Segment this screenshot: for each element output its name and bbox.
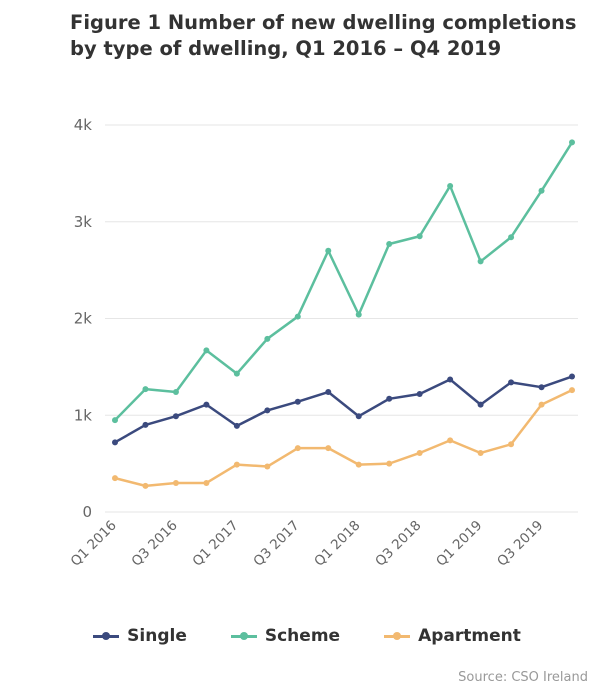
data-point-apartment[interactable] bbox=[538, 401, 545, 408]
data-point-single[interactable] bbox=[569, 373, 575, 380]
data-point-apartment[interactable] bbox=[203, 479, 210, 486]
data-point-apartment[interactable] bbox=[325, 445, 332, 452]
data-point-single[interactable] bbox=[447, 376, 454, 383]
legend-swatch-scheme bbox=[230, 631, 257, 640]
x-tick-label: Q3 2017 bbox=[250, 518, 302, 570]
data-point-scheme[interactable] bbox=[294, 313, 301, 320]
data-point-single[interactable] bbox=[233, 422, 240, 429]
data-point-scheme[interactable] bbox=[569, 139, 575, 146]
x-axis-tick-labels: Q1 2016 Q3 2016 Q1 2017 Q3 2017 Q1 2018 Q3 20… bbox=[68, 518, 547, 570]
legend-item-apartment[interactable]: Apartment bbox=[384, 626, 521, 646]
data-point-single[interactable] bbox=[508, 379, 515, 386]
data-point-single[interactable] bbox=[355, 413, 362, 420]
data-point-scheme[interactable] bbox=[233, 370, 240, 377]
data-point-single[interactable] bbox=[294, 398, 301, 405]
data-point-apartment[interactable] bbox=[477, 449, 484, 456]
data-point-single[interactable] bbox=[386, 395, 393, 402]
y-axis-tick-labels: 0 1k 2k 3k 4k bbox=[74, 116, 93, 521]
source-note: Source: CSO Ireland bbox=[458, 670, 588, 685]
data-point-single[interactable] bbox=[477, 401, 484, 408]
series-line-single bbox=[114, 375, 573, 444]
gridlines bbox=[105, 124, 578, 513]
data-point-single[interactable] bbox=[264, 407, 271, 414]
data-point-apartment[interactable] bbox=[569, 387, 575, 394]
data-point-apartment[interactable] bbox=[355, 461, 362, 468]
data-point-scheme[interactable] bbox=[447, 182, 454, 189]
legend-label-scheme: Scheme bbox=[264, 626, 341, 646]
data-point-apartment[interactable] bbox=[416, 449, 423, 456]
legend: Single Scheme Apartment bbox=[0, 626, 614, 646]
legend-item-scheme[interactable]: Scheme bbox=[230, 626, 341, 646]
legend-label-single: Single bbox=[127, 626, 187, 646]
series-scheme bbox=[112, 139, 575, 424]
data-point-apartment[interactable] bbox=[508, 441, 515, 448]
data-point-single[interactable] bbox=[172, 413, 179, 420]
data-point-scheme[interactable] bbox=[355, 311, 362, 318]
data-point-single[interactable] bbox=[203, 401, 210, 408]
x-tick-label: Q3 2018 bbox=[372, 518, 424, 570]
data-point-scheme[interactable] bbox=[112, 417, 118, 424]
data-point-scheme[interactable] bbox=[142, 386, 149, 393]
data-point-apartment[interactable] bbox=[294, 445, 301, 452]
data-point-apartment[interactable] bbox=[142, 482, 149, 489]
data-point-apartment[interactable] bbox=[112, 475, 118, 482]
data-point-scheme[interactable] bbox=[386, 241, 393, 248]
data-point-single[interactable] bbox=[325, 389, 332, 396]
data-point-apartment[interactable] bbox=[447, 437, 454, 444]
data-point-scheme[interactable] bbox=[477, 258, 484, 265]
series-single bbox=[112, 373, 575, 446]
x-tick-label: Q3 2016 bbox=[129, 518, 181, 570]
x-tick-label: Q1 2016 bbox=[68, 518, 120, 570]
data-point-scheme[interactable] bbox=[416, 233, 423, 240]
data-point-scheme[interactable] bbox=[508, 234, 515, 241]
data-point-scheme[interactable] bbox=[203, 347, 210, 354]
x-tick-label: Q3 2019 bbox=[494, 518, 546, 570]
y-tick-label: 2k bbox=[74, 310, 93, 328]
y-tick-label: 3k bbox=[74, 213, 93, 231]
data-point-scheme[interactable] bbox=[325, 247, 332, 254]
series-apartment bbox=[112, 387, 575, 489]
data-point-apartment[interactable] bbox=[172, 479, 179, 486]
x-tick-label: Q1 2019 bbox=[433, 518, 485, 570]
chart-title: Figure 1 Number of new dwelling completi… bbox=[70, 11, 577, 60]
legend-swatch-single bbox=[93, 631, 120, 640]
series-line-scheme bbox=[114, 141, 574, 421]
data-point-single[interactable] bbox=[142, 421, 149, 428]
data-point-scheme[interactable] bbox=[538, 187, 545, 194]
y-tick-label: 4k bbox=[74, 116, 93, 134]
data-point-single[interactable] bbox=[538, 384, 545, 391]
data-point-single[interactable] bbox=[112, 439, 118, 446]
data-point-scheme[interactable] bbox=[264, 335, 271, 342]
series-line-apartment bbox=[114, 388, 573, 488]
x-tick-label: Q1 2018 bbox=[311, 518, 363, 570]
legend-item-single[interactable]: Single bbox=[93, 626, 187, 646]
legend-swatch-apartment bbox=[384, 631, 411, 640]
y-tick-label: 0 bbox=[82, 503, 92, 521]
x-tick-label: Q1 2017 bbox=[189, 518, 241, 570]
data-point-scheme[interactable] bbox=[172, 389, 179, 396]
data-point-apartment[interactable] bbox=[264, 463, 271, 470]
series-lines bbox=[112, 139, 575, 489]
legend-label-apartment: Apartment bbox=[418, 626, 521, 646]
data-point-apartment[interactable] bbox=[233, 461, 240, 468]
data-point-single[interactable] bbox=[416, 390, 423, 397]
data-point-apartment[interactable] bbox=[386, 460, 393, 467]
y-tick-label: 1k bbox=[74, 406, 93, 424]
